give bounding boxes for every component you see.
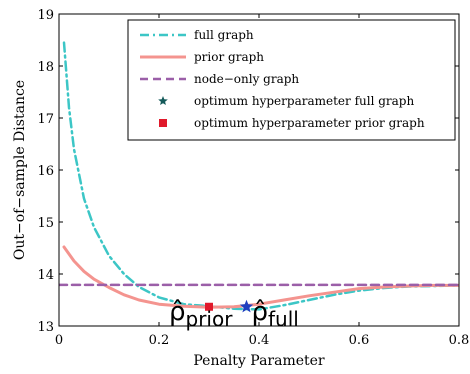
x-tick-label: 0.8 [449,333,470,348]
y-tick-label: 14 [37,268,54,283]
y-tick-label: 17 [37,112,54,127]
plot-frame [58,13,460,327]
legend-optimum-hyperparameter-prior-graph-swatch [159,119,167,127]
annotation-layer: ρ̂prior ρ̂full [169,297,299,331]
series-line-prior-graph [62,245,459,309]
y-tick-label: 19 [37,8,54,23]
annotation-subscript: prior [186,307,234,331]
annotation-rho-prior: ρ̂prior [169,297,233,331]
x-tick-label: 0.6 [349,333,370,348]
axis-tick-labels: 0 0.2 0.4 0.6 0.8 13 14 15 16 17 18 19 [37,8,469,348]
annotation-rho-full: ρ̂full [252,297,299,331]
x-tick-label: 0 [55,333,63,348]
legend-full-graph-label: full graph [194,28,254,42]
legend-node-only-graph-label: node−only graph [194,72,299,86]
y-tick-label: 15 [37,216,54,231]
marker-optimum-hyperparameter-full-graph [239,299,254,313]
legend-prior-graph-label: prior graph [194,50,264,64]
legend-optimum-hyperparameter-prior-graph-label: optimum hyperparameter prior graph [194,116,425,130]
annotation-base: ρ̂ [252,297,269,327]
x-axis-label: Penalty Parameter [193,353,325,369]
marker-layer [205,299,254,313]
x-tick-label: 0.2 [149,333,170,348]
y-tick-label: 16 [37,164,54,179]
x-tick-label: 0.4 [249,333,270,348]
marker-optimum-hyperparameter-prior-graph [205,302,213,311]
legend: full graph prior graph node−only graph opti… [127,19,456,141]
y-tick-label: 13 [37,320,54,335]
y-axis-label: Out−of−sample Distance [12,80,28,260]
legend-optimum-hyperparameter-full-graph-swatch [158,96,168,105]
annotation-base: ρ̂ [169,297,186,327]
legend-optimum-hyperparameter-full-graph-label: optimum hyperparameter full graph [194,94,414,108]
annotation-subscript: full [268,307,299,331]
y-tick-label: 18 [37,60,54,75]
